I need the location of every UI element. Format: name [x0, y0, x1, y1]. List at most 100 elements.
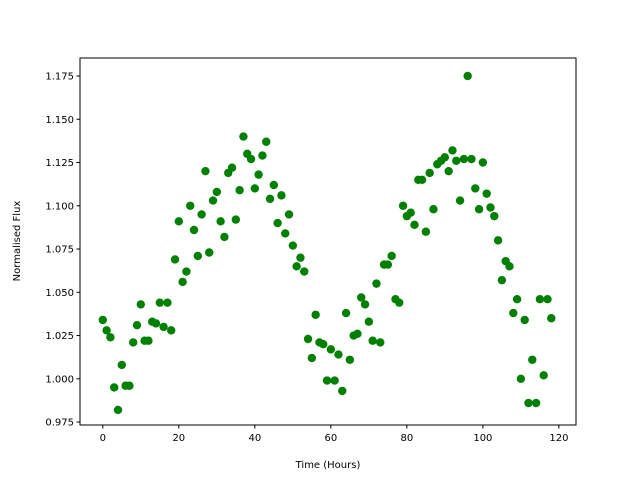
x-tick-label: 60 [324, 433, 337, 444]
data-point [516, 374, 526, 384]
data-point [250, 184, 260, 193]
x-tick-label: 40 [248, 433, 261, 444]
data-point [497, 275, 507, 285]
data-point [265, 194, 275, 204]
data-point [281, 229, 290, 238]
data-point [478, 158, 488, 167]
data-point [334, 350, 343, 359]
data-point [273, 218, 282, 228]
data-point [220, 232, 229, 242]
data-point [512, 295, 522, 304]
data-point [524, 398, 533, 408]
data-point [269, 180, 279, 190]
y-tick-label: 1.025 [45, 331, 74, 342]
data-point [463, 71, 472, 81]
y-tick-label: 1.100 [45, 201, 74, 212]
data-point [357, 293, 366, 302]
data-point [159, 322, 168, 332]
y-tick-label: 1.175 [45, 71, 74, 82]
data-point [330, 376, 339, 385]
data-point [474, 205, 484, 214]
data-point [303, 334, 313, 344]
data-point [246, 154, 256, 164]
x-tick-label: 80 [400, 433, 413, 444]
data-point [125, 381, 134, 390]
data-point [376, 338, 385, 347]
data-point [205, 248, 214, 257]
data-point [163, 298, 172, 307]
x-tick-label: 100 [473, 433, 492, 444]
data-point [406, 208, 415, 217]
data-point [208, 196, 218, 205]
plot-frame [79, 57, 577, 426]
data-point [277, 191, 286, 200]
data-point [129, 338, 138, 347]
data-point [292, 262, 301, 271]
data-point [319, 339, 328, 349]
data-point [193, 251, 203, 261]
data-point [102, 326, 111, 335]
data-point [395, 298, 404, 307]
data-point [539, 371, 548, 380]
data-point [201, 166, 210, 176]
data-point [300, 267, 309, 276]
data-point [178, 277, 187, 287]
y-tick-label: 0.975 [45, 418, 74, 429]
data-point [262, 137, 271, 146]
data-point [353, 329, 362, 339]
data-point [440, 153, 450, 162]
data-point [387, 251, 396, 261]
data-point [364, 317, 374, 326]
data-point [110, 383, 119, 392]
data-point [444, 166, 453, 176]
data-point [307, 353, 317, 363]
data-point [429, 205, 438, 214]
data-point [151, 319, 161, 328]
data-point [144, 336, 153, 345]
data-point [326, 345, 336, 354]
data-point [398, 201, 408, 210]
data-point [212, 187, 222, 197]
data-point [417, 175, 427, 185]
y-axis-label: Normalised Flux [12, 201, 23, 282]
data-point [528, 355, 537, 364]
data-point [113, 405, 123, 415]
data-point [170, 255, 180, 264]
x-axis-label: Time (Hours) [295, 460, 361, 471]
data-point [383, 260, 393, 269]
data-point [535, 295, 545, 304]
data-point [543, 295, 552, 304]
data-point [106, 333, 115, 342]
data-point [117, 360, 127, 370]
data-point [258, 151, 267, 160]
data-point [174, 217, 184, 226]
data-point [360, 300, 370, 309]
data-point [471, 184, 480, 193]
data-point [288, 241, 298, 250]
data-point [531, 398, 541, 408]
data-point [341, 308, 351, 318]
y-tick-label: 1.125 [45, 158, 74, 169]
x-tick-label: 20 [172, 433, 185, 444]
data-point [482, 189, 491, 198]
data-point [490, 211, 499, 221]
data-point [227, 163, 237, 172]
data-point [455, 196, 465, 205]
data-point [182, 267, 191, 276]
data-point [505, 262, 514, 271]
data-point [493, 236, 503, 245]
data-point [547, 314, 556, 323]
data-point [132, 320, 142, 330]
data-point [421, 227, 431, 236]
data-point [452, 156, 461, 165]
data-point [368, 336, 377, 345]
data-point [486, 203, 495, 212]
y-tick-label: 1.050 [45, 288, 74, 299]
data-point [338, 386, 347, 396]
data-point [520, 315, 529, 325]
data-point [284, 210, 294, 219]
data-point [136, 300, 146, 309]
data-point [197, 210, 206, 219]
